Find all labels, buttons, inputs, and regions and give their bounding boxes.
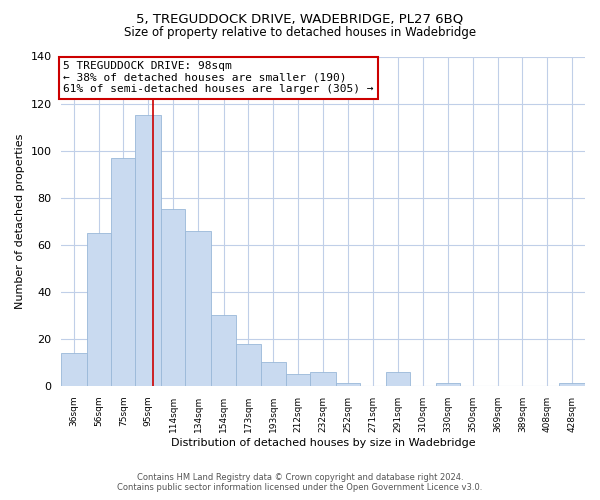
Text: Contains HM Land Registry data © Crown copyright and database right 2024.
Contai: Contains HM Land Registry data © Crown c… <box>118 473 482 492</box>
Bar <box>386 372 410 386</box>
Bar <box>260 362 286 386</box>
Text: 5 TREGUDDOCK DRIVE: 98sqm
← 38% of detached houses are smaller (190)
61% of semi: 5 TREGUDDOCK DRIVE: 98sqm ← 38% of detac… <box>64 61 374 94</box>
Y-axis label: Number of detached properties: Number of detached properties <box>15 134 25 309</box>
Text: Size of property relative to detached houses in Wadebridge: Size of property relative to detached ho… <box>124 26 476 39</box>
X-axis label: Distribution of detached houses by size in Wadebridge: Distribution of detached houses by size … <box>171 438 476 448</box>
Bar <box>336 384 360 386</box>
Bar <box>436 384 460 386</box>
Bar <box>559 384 585 386</box>
Bar <box>211 316 236 386</box>
Bar <box>61 353 87 386</box>
Bar <box>87 233 111 386</box>
Text: 5, TREGUDDOCK DRIVE, WADEBRIDGE, PL27 6BQ: 5, TREGUDDOCK DRIVE, WADEBRIDGE, PL27 6B… <box>136 12 464 26</box>
Bar <box>136 116 161 386</box>
Bar <box>185 230 211 386</box>
Bar <box>236 344 260 386</box>
Bar <box>310 372 336 386</box>
Bar <box>161 210 185 386</box>
Bar <box>286 374 310 386</box>
Bar <box>111 158 136 386</box>
